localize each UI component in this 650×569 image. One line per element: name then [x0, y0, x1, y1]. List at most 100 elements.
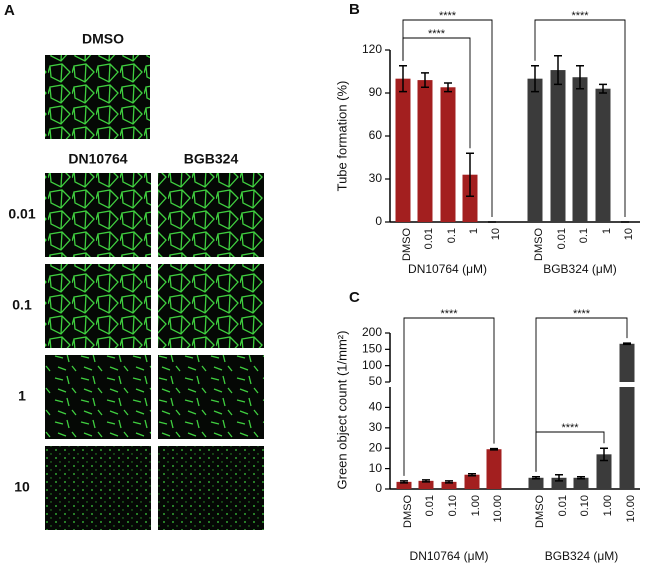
bar: [441, 481, 457, 489]
x-tick-label: 1.00: [470, 495, 482, 516]
x-tick-label: 1: [601, 228, 613, 234]
x-tick-label: 0.1: [578, 228, 590, 243]
significance-label: ****: [439, 10, 457, 22]
x-tick-label: 0.01: [423, 228, 435, 249]
bar: [417, 80, 433, 222]
error-bar: [532, 476, 540, 480]
micrograph: [158, 446, 264, 530]
x-tick-label: 0.10: [447, 495, 459, 516]
significance-label: ****: [561, 422, 579, 434]
bar: [418, 480, 434, 489]
bar: [462, 174, 478, 222]
y-tick-label: 0: [375, 214, 382, 228]
bar-upper: [619, 343, 635, 382]
x-tick-label: 10: [623, 228, 635, 240]
micrograph: [158, 264, 264, 348]
x-tick-label: 0.01: [556, 228, 568, 249]
error-bar: [576, 65, 584, 90]
significance-bracket: [403, 317, 495, 476]
micrograph: [158, 355, 264, 439]
y-tick-label: 90: [369, 85, 383, 99]
y-tick-label: 120: [362, 42, 382, 56]
bar: [464, 474, 480, 489]
significance-label: ****: [573, 308, 591, 320]
micrograph: [45, 55, 150, 139]
error-bar: [400, 480, 408, 484]
group-label: BGB324 (μM): [545, 549, 619, 563]
bar: [550, 70, 566, 222]
bar: [619, 387, 635, 489]
y-tick-label: 40: [369, 400, 383, 414]
error-bar: [531, 65, 539, 93]
bar: [573, 477, 589, 489]
y-tick-label: 100: [362, 358, 382, 372]
error-bar: [599, 83, 607, 94]
x-tick-label: DMSO: [534, 495, 546, 528]
x-tick-label: 1.00: [602, 495, 614, 516]
row-label: 0.01: [8, 206, 35, 222]
micrograph: [45, 446, 151, 530]
x-tick-label: 0.01: [557, 495, 569, 516]
bar: [486, 449, 502, 489]
x-tick-label: 10.00: [492, 495, 504, 523]
y-tick-label: 10: [369, 461, 383, 475]
significance-label: ****: [440, 308, 458, 320]
y-tick-label: 50: [369, 374, 383, 388]
bar: [572, 77, 588, 222]
panel-label: C: [349, 289, 360, 306]
panel-label: B: [349, 1, 360, 18]
bar: [551, 477, 567, 489]
micrograph: [45, 264, 151, 348]
error-bar: [490, 447, 498, 451]
x-tick-label: 1: [468, 228, 480, 234]
y-tick-label: 0: [375, 481, 382, 495]
significance-bracket: [535, 431, 605, 472]
row-label: 10: [14, 479, 30, 495]
x-tick-label: 10.00: [625, 495, 637, 523]
micrograph: [45, 173, 151, 257]
error-bar: [468, 472, 476, 477]
row-label: 1: [18, 388, 26, 404]
bar: [595, 88, 611, 222]
bar: [528, 477, 544, 489]
column-label: DN10764: [68, 151, 127, 167]
y-tick-label: 60: [369, 128, 383, 142]
error-bar: [554, 54, 562, 86]
x-tick-label: DMSO: [533, 228, 545, 261]
column-label: BGB324: [184, 151, 239, 167]
significance-bracket: [535, 317, 628, 472]
error-bar: [555, 473, 563, 482]
y-tick-label: 30: [369, 171, 383, 185]
significance-bracket: [534, 19, 626, 217]
significance-label: ****: [428, 28, 446, 40]
x-tick-label: 0.10: [579, 495, 591, 516]
bar: [596, 454, 612, 489]
significance-bracket: [402, 37, 471, 149]
y-tick-label: 30: [369, 420, 383, 434]
y-tick-label: 200: [362, 325, 382, 339]
error-bar: [623, 342, 631, 346]
bar: [527, 78, 543, 223]
y-tick-label: 20: [369, 440, 383, 454]
error-bar: [422, 479, 430, 483]
micrograph: [158, 173, 264, 257]
micrograph: [45, 355, 151, 439]
bar: [396, 481, 412, 489]
error-bar: [600, 447, 608, 462]
group-label: DN10764 (μM): [408, 262, 487, 276]
control-label: DMSO: [82, 31, 124, 47]
error-bar: [466, 152, 474, 197]
y-axis-label: Green object count (1/mm²): [334, 331, 349, 490]
bar: [395, 78, 411, 223]
error-bar: [444, 82, 452, 93]
x-tick-label: 10: [490, 228, 502, 240]
significance-bracket: [402, 19, 493, 217]
group-label: BGB324 (μM): [543, 262, 617, 276]
group-label: DN10764 (μM): [410, 549, 489, 563]
y-axis-label: Tube formation (%): [334, 81, 349, 192]
row-label: 0.1: [12, 297, 32, 313]
y-tick-label: 150: [362, 342, 382, 356]
x-tick-label: 0.01: [424, 495, 436, 516]
bar: [440, 87, 456, 223]
